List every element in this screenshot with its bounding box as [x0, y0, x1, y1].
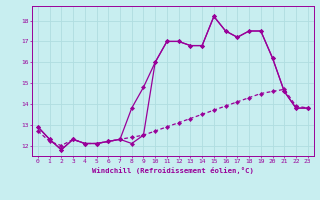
X-axis label: Windchill (Refroidissement éolien,°C): Windchill (Refroidissement éolien,°C)	[92, 167, 254, 174]
